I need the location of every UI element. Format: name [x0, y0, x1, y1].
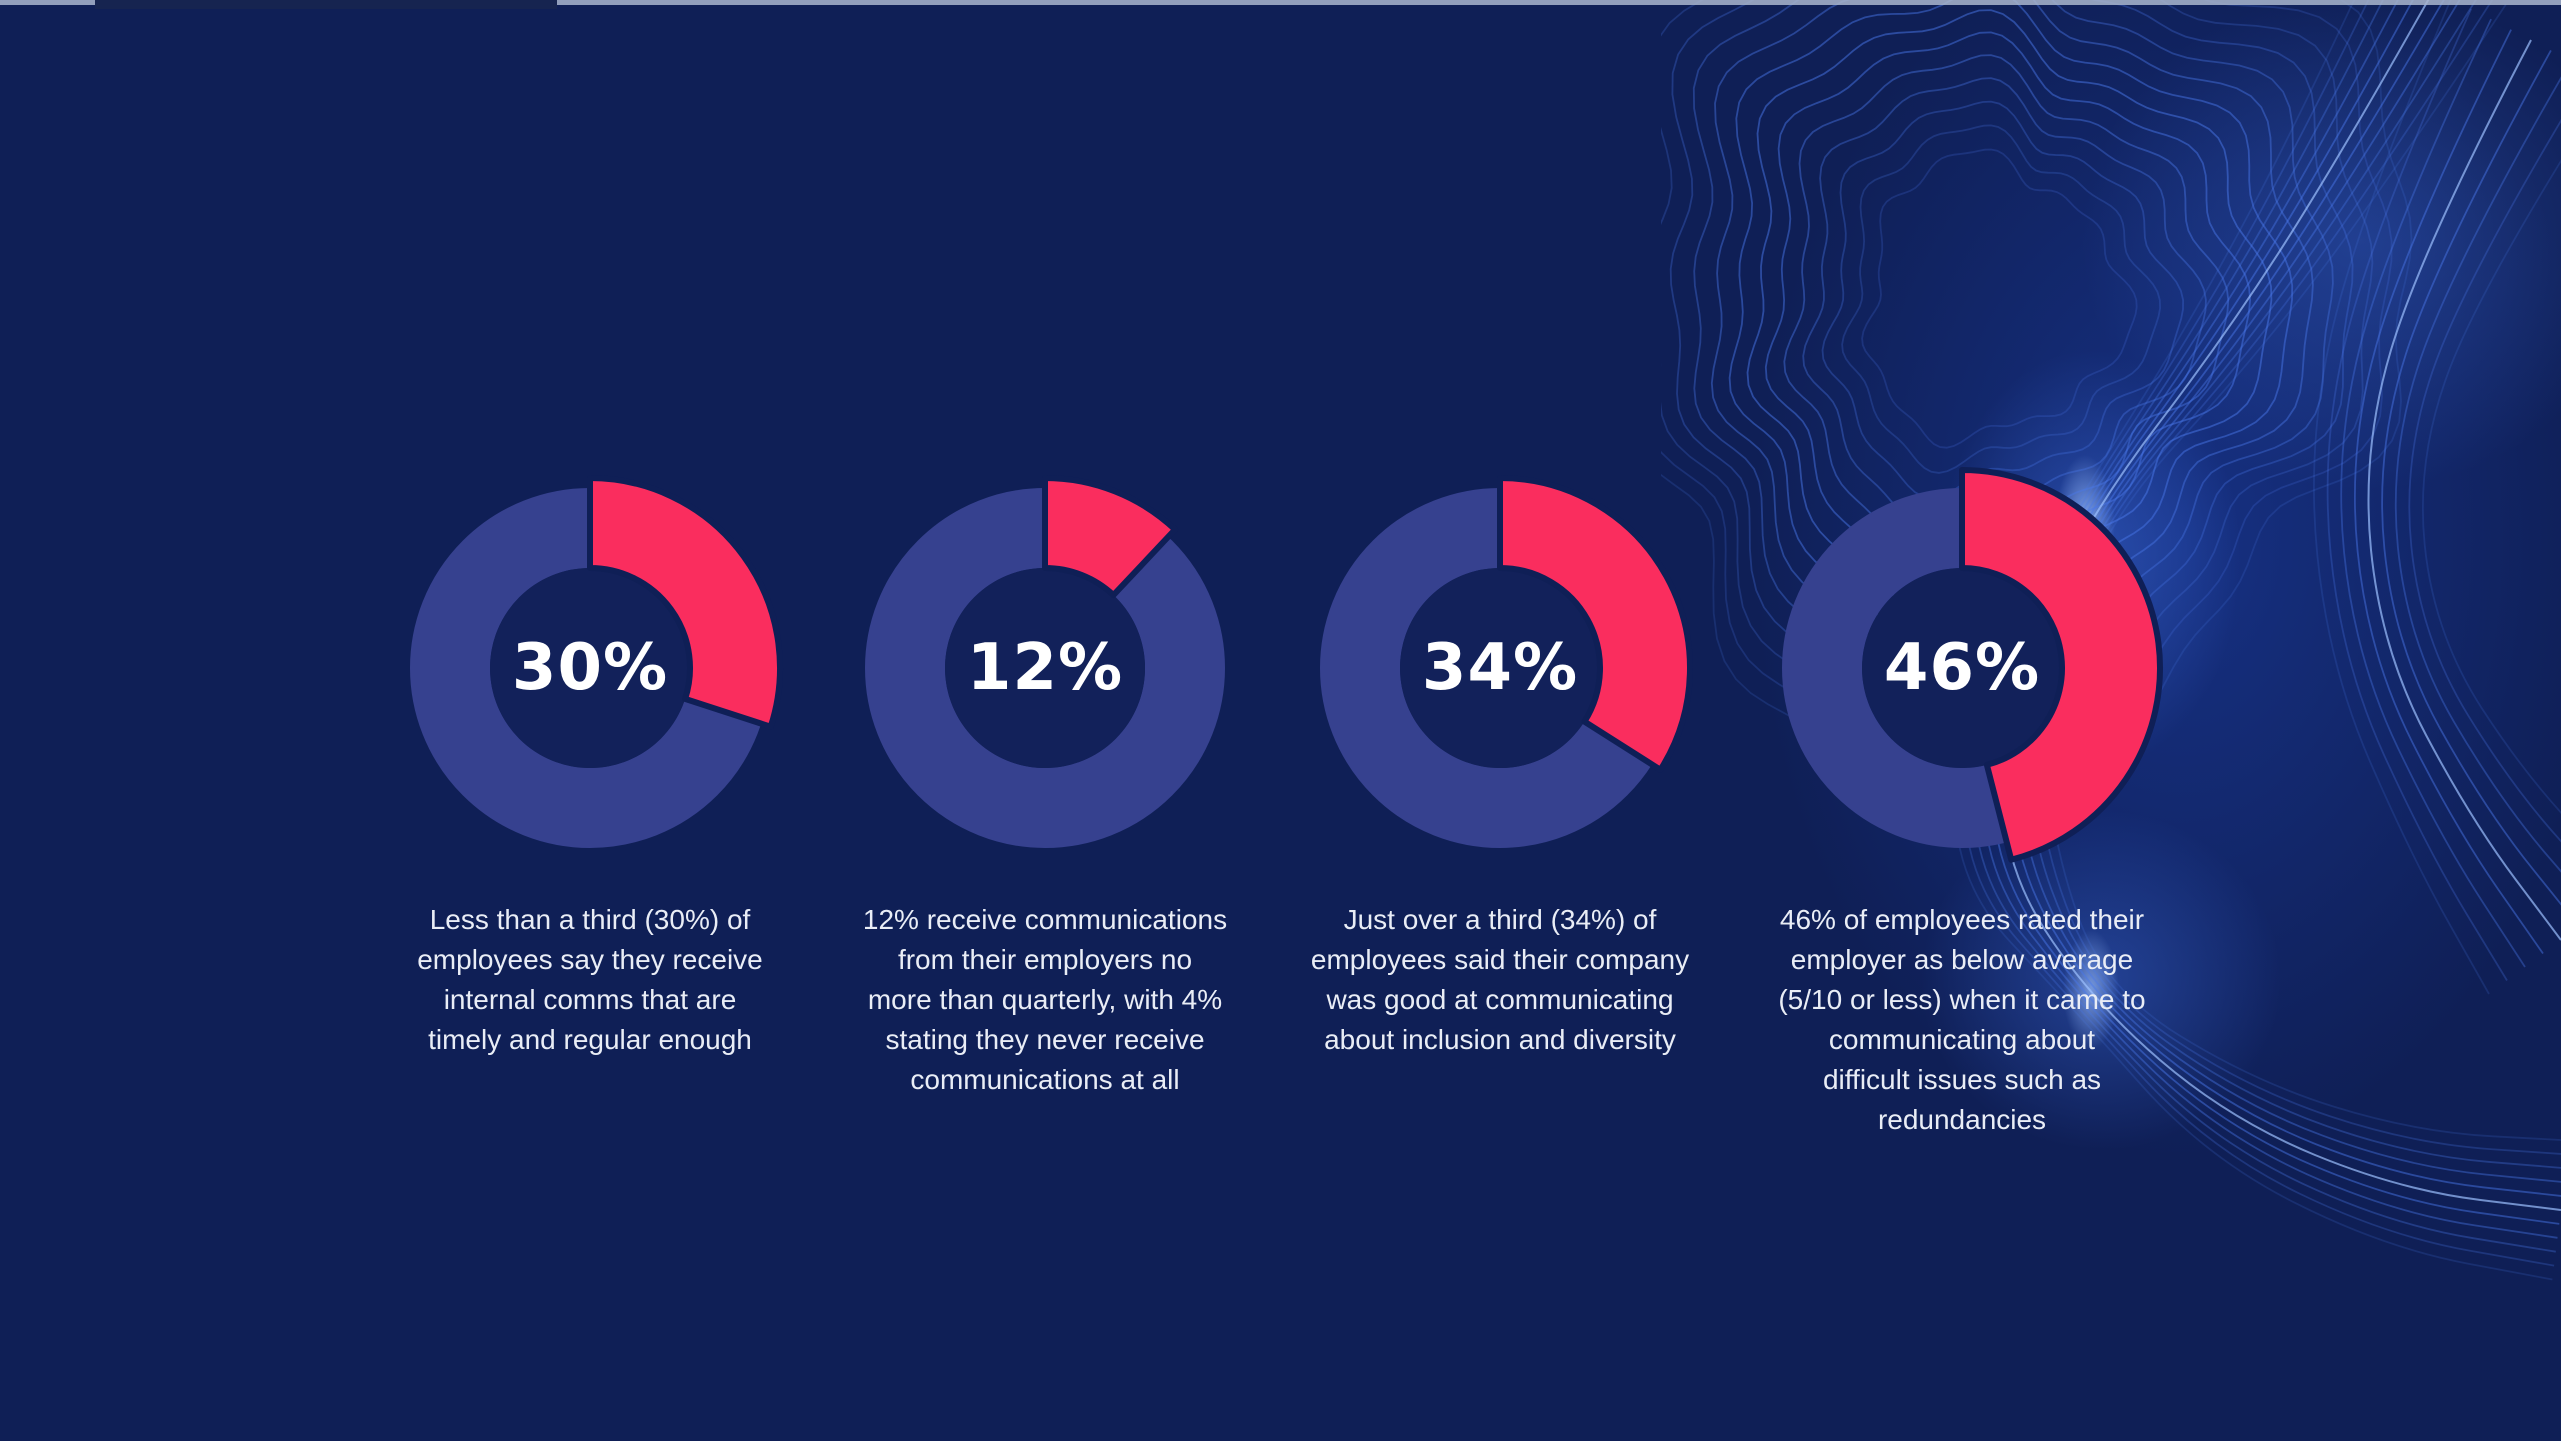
- donut-center-value: 12%: [966, 631, 1124, 705]
- donut-chart: [1782, 467, 2163, 863]
- donut-chart-group-3: 34% Just over a third (34%) of employees…: [1265, 448, 1735, 1060]
- donut-chart: [410, 475, 783, 848]
- donut-chart-group-1: 30% Less than a third (30%) of employees…: [355, 448, 825, 1060]
- top-edge-strip: [0, 0, 2561, 9]
- donut-center-value: 34%: [1421, 631, 1579, 705]
- donut-center-value: 46%: [1883, 631, 2041, 705]
- donut-chart-area: 46%: [1727, 448, 2197, 888]
- chart-caption: Just over a third (34%) of employees sai…: [1310, 904, 1690, 1055]
- donut-chart-area: 30%: [355, 448, 825, 888]
- donut-chart: [1320, 475, 1693, 848]
- chart-caption: 12% receive communications from their em…: [862, 904, 1228, 1095]
- chart-caption: Less than a third (30%) of employees say…: [417, 904, 763, 1055]
- donut-chart-group-2: 12% 12% receive communications from thei…: [810, 448, 1280, 1100]
- donut-center-value: 30%: [511, 631, 669, 705]
- donut-chart-area: 12%: [810, 448, 1280, 888]
- donut-chart: [865, 475, 1225, 848]
- donut-chart-area: 34%: [1265, 448, 1735, 888]
- chart-caption: 46% of employees rated their employer as…: [1778, 904, 2146, 1135]
- donut-chart-group-4: 46% 46% of employees rated their employe…: [1727, 448, 2197, 1140]
- top-edge-dark-bar: [95, 0, 557, 9]
